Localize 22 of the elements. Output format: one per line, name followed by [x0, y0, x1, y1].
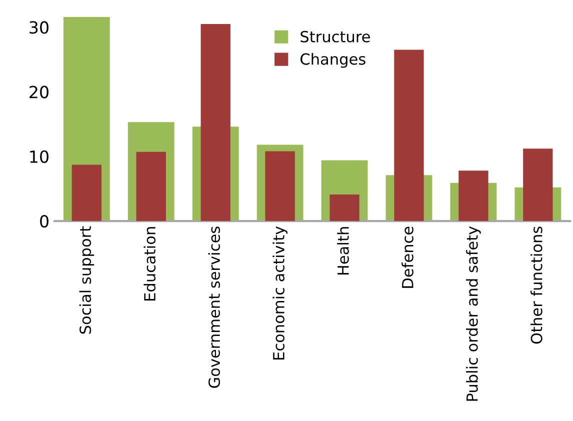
x-tick-label: Economic activity [272, 226, 288, 360]
bar [330, 194, 360, 222]
y-tick-label: 20 [30, 86, 48, 98]
bar [458, 170, 488, 222]
bar [523, 148, 553, 222]
bar [265, 151, 295, 222]
x-tick-label: Government services [208, 226, 220, 388]
bar [136, 152, 166, 222]
legend-label: Structure [300, 30, 370, 42]
x-tick-label: Health [337, 227, 349, 275]
bar [72, 164, 102, 222]
x-tick-label: Public order and safety [466, 226, 481, 401]
x-tick-label: Defence [402, 226, 414, 288]
x-tick-label: Other functions [530, 226, 542, 344]
y-tick-label: 0 [40, 214, 48, 228]
bar [394, 50, 424, 222]
legend-label: Changes [300, 53, 366, 68]
x-tick-label: Education [144, 227, 156, 300]
x-tick-label: Social support [79, 226, 94, 334]
y-tick-label: 30 [30, 21, 48, 34]
y-tick-label: 10 [30, 150, 48, 163]
bar [200, 24, 230, 222]
